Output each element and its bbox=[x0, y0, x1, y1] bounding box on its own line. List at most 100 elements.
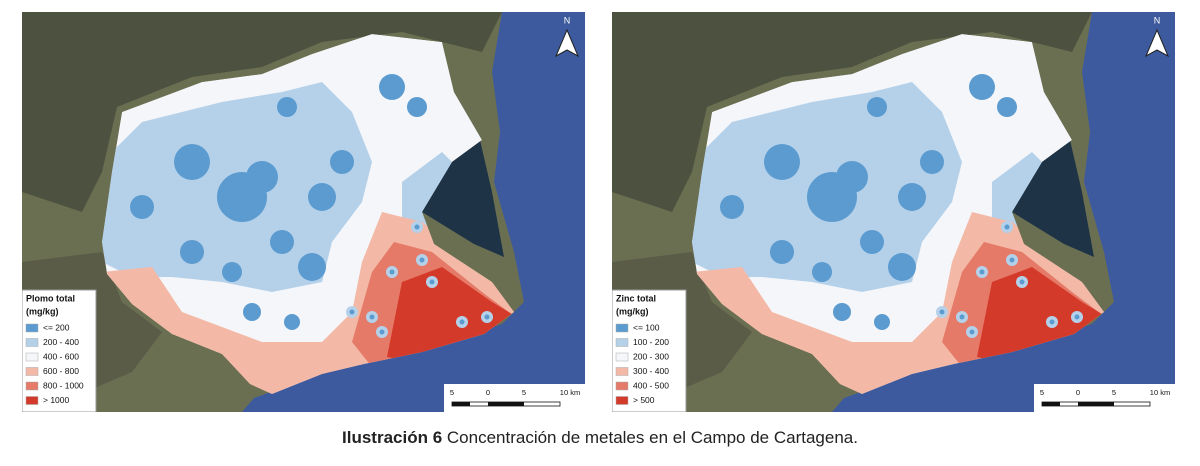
scale-box bbox=[1034, 384, 1175, 412]
class-1 bbox=[243, 303, 261, 321]
class-1 bbox=[969, 74, 995, 100]
ring-core bbox=[379, 329, 385, 335]
class-6 bbox=[977, 267, 1104, 362]
ring-core bbox=[1009, 257, 1015, 263]
ring-core bbox=[1004, 224, 1010, 230]
legend-label: 600 - 800 bbox=[43, 366, 79, 376]
scale-label: 5 bbox=[1112, 388, 1116, 397]
ring-core bbox=[1074, 314, 1080, 320]
class-1 bbox=[770, 240, 794, 264]
class-1 bbox=[284, 314, 300, 330]
class-1 bbox=[812, 262, 832, 282]
mountains bbox=[22, 12, 502, 212]
class-1 bbox=[874, 314, 890, 330]
class-1 bbox=[997, 97, 1017, 117]
legend-label: 800 - 1000 bbox=[43, 380, 84, 390]
ring-core bbox=[959, 314, 965, 320]
class-1 bbox=[833, 303, 851, 321]
class-1 bbox=[807, 172, 857, 222]
ring-core bbox=[419, 257, 425, 263]
class-1 bbox=[270, 230, 294, 254]
class-1 bbox=[898, 183, 926, 211]
ring-core bbox=[1049, 319, 1055, 325]
ring-core bbox=[429, 279, 435, 285]
ring-core bbox=[484, 314, 490, 320]
legend-label: > 500 bbox=[633, 395, 655, 405]
sea bbox=[242, 12, 585, 412]
legend-box bbox=[612, 289, 687, 412]
ring-core bbox=[979, 269, 985, 275]
north-arrow bbox=[554, 28, 580, 58]
legend-title: Plomo total bbox=[26, 293, 75, 303]
scale-bar-fill bbox=[1042, 402, 1060, 406]
legend-swatch bbox=[25, 323, 39, 333]
scale-label: 5 bbox=[450, 388, 454, 397]
ring-core bbox=[414, 224, 420, 230]
map-panel: N Zinc total (mg/kg) <= 100 100 - 200 200 - 3… bbox=[612, 12, 1175, 412]
scale-label: 5 bbox=[522, 388, 526, 397]
legend-label: 400 - 500 bbox=[633, 380, 669, 390]
legend-label: <= 200 bbox=[43, 322, 70, 332]
ring-core bbox=[969, 329, 975, 335]
legend-label: 200 - 300 bbox=[633, 351, 669, 361]
class-1 bbox=[174, 144, 210, 180]
ring-core bbox=[1019, 279, 1025, 285]
legend-box bbox=[22, 289, 97, 412]
scale-bar-fill bbox=[1078, 402, 1114, 406]
class-1 bbox=[867, 97, 887, 117]
class-1 bbox=[720, 195, 744, 219]
caption: Ilustración 6 Concentración de metales e… bbox=[0, 428, 1200, 448]
north-label: N bbox=[564, 15, 571, 25]
class-1 bbox=[860, 230, 884, 254]
ring-core bbox=[389, 269, 395, 275]
class-1 bbox=[217, 172, 267, 222]
scale-label: 0 bbox=[1076, 388, 1080, 397]
legend-swatch bbox=[25, 352, 39, 362]
legend-label: 200 - 400 bbox=[43, 337, 79, 347]
scale-box bbox=[444, 384, 585, 412]
legend-swatch bbox=[615, 323, 629, 333]
legend-unit: (mg/kg) bbox=[616, 306, 649, 316]
legend-label: 100 - 200 bbox=[633, 337, 669, 347]
class-1 bbox=[330, 150, 354, 174]
legend-swatch bbox=[615, 338, 629, 347]
lagoon bbox=[1012, 140, 1094, 257]
legend-label: <= 100 bbox=[633, 322, 660, 332]
legend-swatch bbox=[25, 381, 39, 391]
class-1 bbox=[222, 262, 242, 282]
scale-label: 10 km bbox=[1150, 388, 1170, 397]
legend-swatch bbox=[615, 367, 629, 376]
legend-label: 300 - 400 bbox=[633, 366, 669, 376]
ring-core bbox=[369, 314, 375, 320]
class-1 bbox=[920, 150, 944, 174]
class-1 bbox=[379, 74, 405, 100]
map-panel: N Plomo total (mg/kg) <= 200 200 - 400 400 - … bbox=[22, 12, 585, 412]
legend-label: > 1000 bbox=[43, 395, 70, 405]
north-arrow bbox=[1144, 28, 1170, 58]
scale-label: 5 bbox=[1040, 388, 1044, 397]
lagoon bbox=[422, 140, 504, 257]
ring-core bbox=[459, 319, 465, 325]
class-1 bbox=[888, 253, 916, 281]
legend-swatch bbox=[25, 338, 39, 347]
scale-bar-fill bbox=[452, 402, 470, 406]
class-1 bbox=[764, 144, 800, 180]
legend-swatch bbox=[25, 367, 39, 376]
class-1 bbox=[298, 253, 326, 281]
caption-label: Ilustración 6 bbox=[342, 428, 443, 447]
legend-swatch bbox=[615, 381, 629, 391]
scale-label: 0 bbox=[486, 388, 490, 397]
ring-core bbox=[939, 309, 945, 315]
north-label: N bbox=[1154, 15, 1161, 25]
legend-title: Zinc total bbox=[616, 293, 656, 303]
scale-label: 10 km bbox=[560, 388, 580, 397]
legend-swatch bbox=[615, 352, 629, 362]
sea bbox=[832, 12, 1175, 412]
class-1 bbox=[407, 97, 427, 117]
mountains bbox=[612, 12, 1092, 212]
legend-swatch bbox=[615, 396, 629, 405]
class-1 bbox=[308, 183, 336, 211]
legend-label: 400 - 600 bbox=[43, 351, 79, 361]
legend-swatch bbox=[25, 396, 39, 405]
